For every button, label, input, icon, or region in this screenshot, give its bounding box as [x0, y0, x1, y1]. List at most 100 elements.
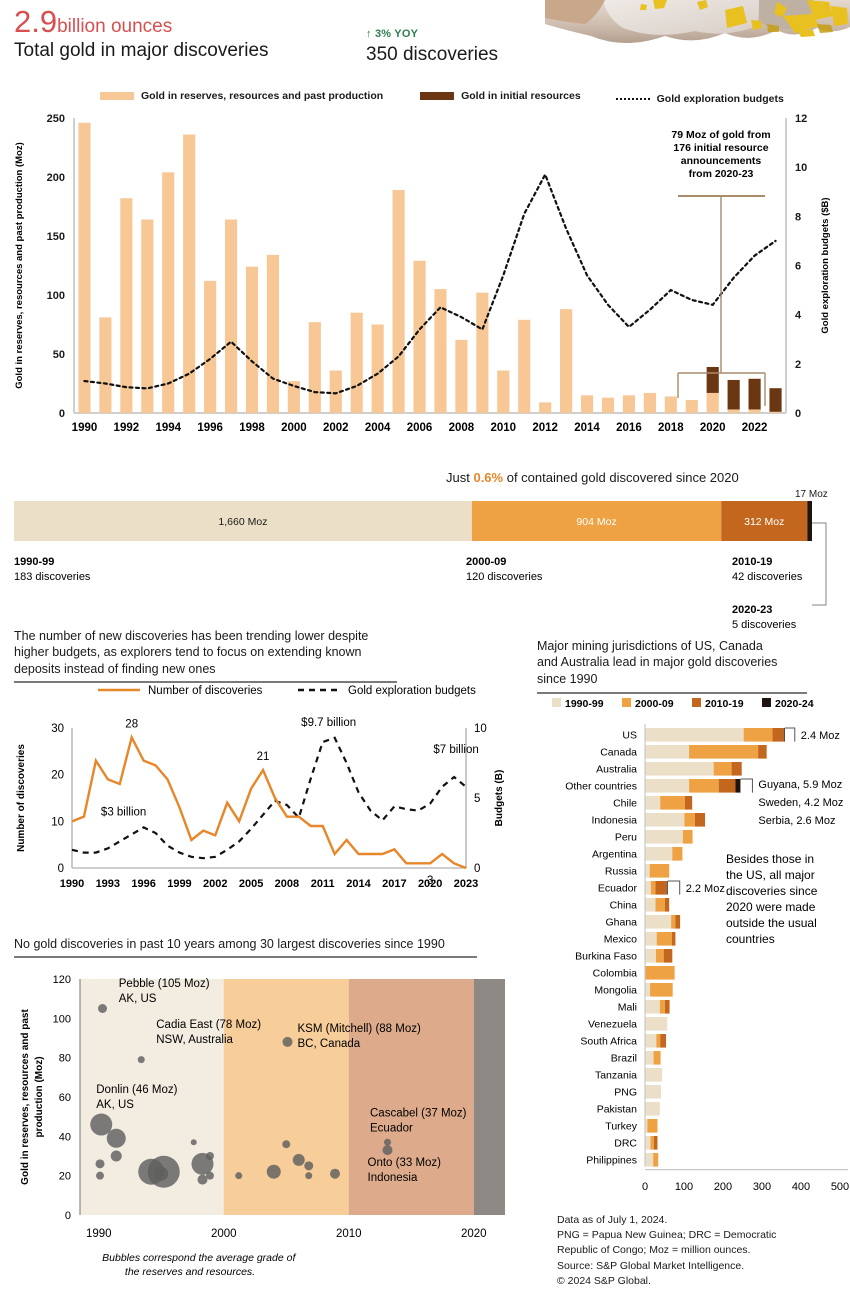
svg-text:2018: 2018: [658, 422, 684, 434]
legend-label-initial: Gold in initial resources: [461, 90, 581, 102]
svg-text:904 Moz: 904 Moz: [576, 516, 616, 528]
svg-text:Russia: Russia: [605, 866, 637, 878]
gold-ore-illustration: [545, 0, 850, 43]
svg-text:4: 4: [795, 310, 802, 322]
svg-text:Number of discoveries: Number of discoveries: [148, 685, 263, 697]
svg-text:100: 100: [53, 1013, 71, 1025]
svg-text:Bubbles correspond the average: Bubbles correspond the average grade of: [102, 1252, 296, 1264]
svg-text:2012: 2012: [532, 422, 558, 434]
discoveries-chart: Number of discoveries Gold exploration bu…: [0, 670, 520, 920]
decade-title: Just 0.6% of contained gold discovered s…: [446, 470, 739, 485]
svg-text:1,660 Moz: 1,660 Moz: [218, 516, 267, 528]
svg-text:Ghana: Ghana: [605, 917, 637, 929]
bubble-section: No gold discoveries in past 10 years amo…: [14, 936, 514, 959]
svg-text:80: 80: [59, 1053, 71, 1065]
svg-text:2.4 Moz: 2.4 Moz: [801, 730, 840, 742]
bubble-chart-svg: 0 20 40 60 80 100 120 1990 2000 2010 2020 Gold in r…: [20, 974, 505, 1278]
svg-text:2017: 2017: [382, 878, 406, 890]
decade-pct: 0.6%: [473, 470, 504, 485]
svg-text:Serbia, 2.6 Moz: Serbia, 2.6 Moz: [758, 815, 835, 827]
svg-text:DRC: DRC: [614, 1138, 637, 1150]
discoveries-rule: [14, 680, 397, 683]
legend-label-reserves: Gold in reserves, resources and past pro…: [141, 90, 384, 102]
footer-source: Data as of July 1, 2024. PNG = Papua New…: [557, 1213, 776, 1289]
svg-text:28: 28: [125, 718, 138, 730]
svg-text:1993: 1993: [96, 878, 120, 890]
svg-text:Mali: Mali: [618, 1002, 637, 1014]
svg-text:PNG: PNG: [614, 1087, 637, 1099]
svg-text:2020: 2020: [418, 878, 442, 890]
gold-ore-image: [545, 0, 850, 50]
bubble-chart: 0 20 40 60 80 100 120 1990 2000 2010 2020 Gold in r…: [0, 965, 520, 1285]
svg-text:2000: 2000: [211, 1228, 237, 1240]
svg-text:2000: 2000: [281, 422, 307, 434]
svg-text:50: 50: [53, 349, 65, 361]
svg-text:150: 150: [47, 231, 65, 243]
svg-text:$3 billion: $3 billion: [101, 806, 146, 818]
svg-text:BC, Canada: BC, Canada: [298, 1038, 361, 1050]
svg-text:Mexico: Mexico: [604, 934, 637, 946]
svg-text:200: 200: [47, 172, 65, 184]
svg-text:1990-99: 1990-99: [565, 698, 604, 710]
svg-text:2016: 2016: [616, 422, 642, 434]
svg-text:1998: 1998: [239, 422, 265, 434]
svg-text:US: US: [622, 730, 637, 742]
svg-text:Venezuela: Venezuela: [588, 1019, 637, 1031]
decade-17moz-label: 17 Moz: [795, 489, 828, 500]
bubble-title: No gold discoveries in past 10 years amo…: [14, 937, 445, 951]
legend-swatch-reserves: [100, 92, 134, 100]
svg-text:Indonesia: Indonesia: [591, 815, 637, 827]
svg-text:2000-09: 2000-09: [635, 698, 674, 710]
svg-text:Ecuador: Ecuador: [370, 1123, 413, 1135]
svg-text:2020: 2020: [461, 1228, 487, 1240]
svg-text:2020: 2020: [700, 422, 726, 434]
svg-text:79 Moz of gold from: 79 Moz of gold from: [671, 129, 770, 141]
footer-line-1: PNG = Papua New Guinea; DRC = Democratic: [557, 1229, 777, 1242]
svg-text:1990: 1990: [86, 1228, 112, 1240]
svg-text:Besides those in: Besides those in: [726, 852, 814, 866]
decade-stacked-svg: 1,660 Moz 904 Moz 312 Moz 1990-99 183 discov…: [14, 501, 827, 631]
svg-text:400: 400: [792, 1181, 810, 1193]
svg-text:10: 10: [795, 162, 807, 174]
legend-item-budgets: Gold exploration budgets: [615, 93, 784, 105]
svg-text:5: 5: [474, 793, 480, 805]
svg-text:AK, US: AK, US: [119, 993, 157, 1005]
svg-text:2023: 2023: [454, 878, 478, 890]
svg-text:2020 were made: 2020 were made: [726, 900, 816, 914]
discoveries-title: The number of new discoveries has been t…: [14, 629, 369, 676]
svg-text:Gold in reserves, resources an: Gold in reserves, resources and past pro…: [14, 142, 25, 389]
svg-text:20: 20: [51, 770, 64, 782]
svg-text:0: 0: [59, 408, 65, 420]
svg-text:2010-19: 2010-19: [732, 556, 772, 568]
country-rule: [537, 691, 807, 694]
svg-text:Cascabel (37 Moz): Cascabel (37 Moz): [370, 1108, 467, 1120]
svg-text:120 discoveries: 120 discoveries: [466, 571, 543, 583]
svg-text:1994: 1994: [155, 422, 181, 434]
svg-text:1999: 1999: [167, 878, 191, 890]
svg-text:2008: 2008: [275, 878, 299, 890]
main-chart-legend: Gold in reserves, resources and past pro…: [100, 90, 800, 108]
svg-text:312 Moz: 312 Moz: [744, 516, 784, 528]
svg-text:30: 30: [51, 723, 64, 735]
svg-text:1990: 1990: [72, 422, 98, 434]
svg-text:announcements: announcements: [681, 155, 762, 167]
svg-text:Brazil: Brazil: [611, 1053, 637, 1065]
svg-text:Tanzania: Tanzania: [595, 1070, 637, 1082]
svg-text:2.2 Moz: 2.2 Moz: [686, 883, 725, 895]
svg-text:Cadia East (78 Moz): Cadia East (78 Moz): [156, 1019, 261, 1031]
svg-text:250: 250: [47, 113, 65, 125]
svg-text:$9.7 billion: $9.7 billion: [301, 717, 356, 729]
country-title: Major mining jurisdictions of US, Canada…: [537, 639, 778, 686]
svg-text:2020-23: 2020-23: [732, 604, 772, 616]
svg-text:Number of discoveries: Number of discoveries: [16, 744, 27, 852]
svg-text:10: 10: [474, 723, 487, 735]
svg-text:60: 60: [59, 1092, 71, 1104]
svg-text:2004: 2004: [365, 422, 391, 434]
svg-text:2008: 2008: [449, 422, 475, 434]
legend-item-initial: Gold in initial resources: [420, 90, 581, 102]
bubble-rule: [14, 956, 477, 959]
svg-text:2010: 2010: [490, 422, 516, 434]
svg-text:Turkey: Turkey: [605, 1121, 637, 1133]
svg-text:1990-99: 1990-99: [14, 556, 54, 568]
svg-text:2020-24: 2020-24: [775, 698, 814, 710]
